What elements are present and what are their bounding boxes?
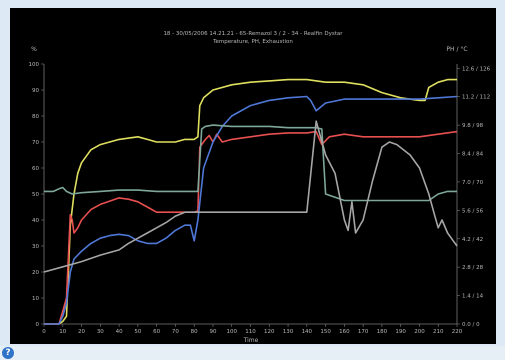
y-right-tick-label: 5.6 / 56	[462, 208, 484, 214]
chart-subtitle: Temperature, PH, Exhaustion	[212, 39, 293, 45]
x-tick-label: 100	[226, 329, 237, 335]
x-tick-label: 190	[395, 329, 406, 335]
x-tick-label: 70	[172, 329, 179, 335]
y-left-label: %	[31, 46, 37, 53]
y-right-tick-label: 1.4 / 14	[462, 294, 484, 300]
x-tick-label: 110	[245, 329, 256, 335]
series-line-2	[44, 130, 458, 325]
y-left-tick-label: 0	[36, 322, 40, 328]
x-tick-label: 10	[59, 329, 66, 335]
x-tick-label: 210	[433, 329, 444, 335]
y-right-tick-label: 9.8 / 98	[462, 123, 484, 129]
y-right-tick-label: 7.0 / 70	[462, 180, 484, 186]
y-right-tick-label: 4.2 / 42	[462, 237, 483, 243]
x-tick-label: 0	[42, 329, 46, 335]
status-strip	[0, 346, 505, 360]
y-right-tick-label: 0.0 / 0	[462, 322, 480, 328]
y-left-tick-label: 80	[32, 114, 39, 120]
y-left-tick-label: 40	[32, 218, 39, 224]
x-tick-label: 140	[302, 329, 313, 335]
help-icon[interactable]: ?	[2, 347, 14, 359]
y-left-tick-label: 30	[32, 244, 39, 250]
chart-title: 18 - 30/05/2006 14.21.21 - 65-Remazol 3 …	[163, 31, 343, 37]
x-tick-label: 220	[452, 329, 463, 335]
y-right-tick-label: 12.6 / 126	[462, 66, 491, 72]
y-left-tick-label: 70	[32, 140, 39, 146]
y-left-tick-label: 60	[32, 166, 39, 172]
x-tick-label: 130	[283, 329, 294, 335]
y-left-tick-label: 50	[32, 192, 39, 198]
x-tick-label: 170	[358, 329, 369, 335]
y-right-label: PH / °C	[446, 46, 467, 53]
x-tick-label: 150	[320, 329, 331, 335]
y-right-tick-label: 2.8 / 28	[462, 265, 484, 271]
series-line-5	[43, 120, 458, 273]
x-tick-label: 180	[377, 329, 388, 335]
y-left-tick-label: 90	[32, 88, 39, 94]
y-right-tick-label: 11.2 / 112	[462, 95, 490, 101]
x-tick-label: 80	[191, 329, 198, 335]
y-right-tick-label: 8.4 / 84	[462, 152, 484, 158]
series-line-4	[44, 124, 457, 202]
chart-panel: 18 - 30/05/2006 14.21.21 - 65-Remazol 3 …	[10, 8, 496, 344]
x-tick-label: 30	[97, 329, 104, 335]
series-line-3	[44, 95, 458, 325]
chart: 18 - 30/05/2006 14.21.21 - 65-Remazol 3 …	[29, 31, 491, 344]
y-left-tick-label: 20	[32, 270, 39, 276]
x-axis-label: Time	[243, 337, 259, 344]
x-tick-label: 160	[339, 329, 350, 335]
x-tick-label: 50	[134, 329, 141, 335]
x-tick-label: 20	[78, 329, 85, 335]
x-tick-label: 60	[153, 329, 160, 335]
y-left-tick-label: 10	[32, 296, 39, 302]
series-line-1	[44, 78, 457, 325]
x-tick-label: 120	[264, 329, 275, 335]
x-tick-label: 200	[414, 329, 425, 335]
x-tick-label: 40	[116, 329, 123, 335]
x-tick-label: 90	[209, 329, 216, 335]
y-left-tick-label: 100	[29, 62, 40, 68]
